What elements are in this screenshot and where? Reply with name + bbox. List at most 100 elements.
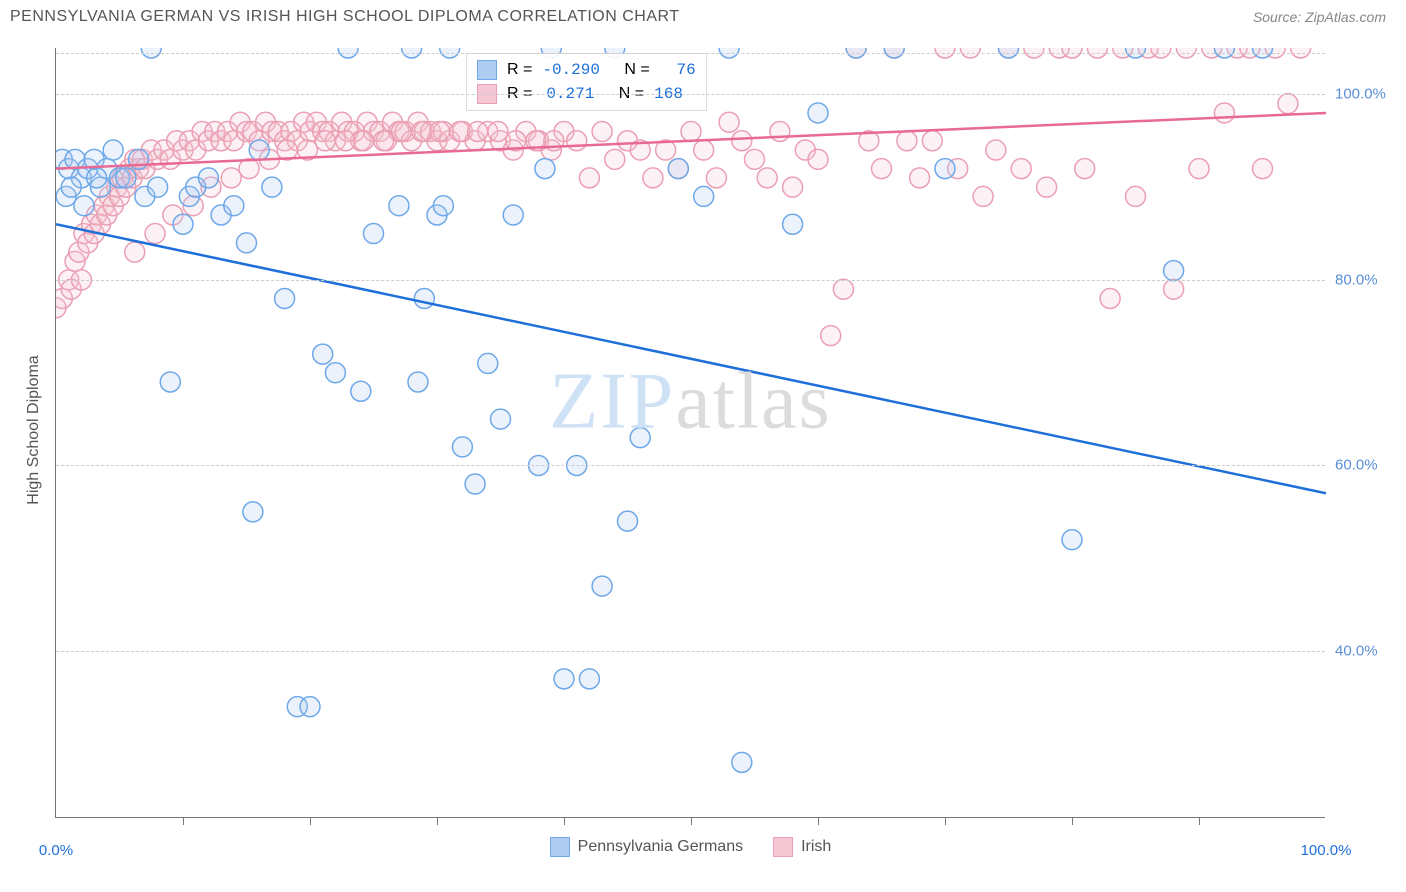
data-point: [74, 196, 94, 216]
data-point: [412, 121, 432, 141]
gridline: [56, 280, 1325, 281]
data-point: [1062, 530, 1082, 550]
data-point: [275, 288, 295, 308]
data-point: [452, 437, 472, 457]
data-point: [1011, 159, 1031, 179]
data-point: [249, 140, 269, 160]
data-point: [1075, 159, 1095, 179]
data-point: [433, 196, 453, 216]
scatter-svg: [56, 48, 1326, 818]
data-point: [833, 279, 853, 299]
data-point: [389, 196, 409, 216]
y-tick-label: 80.0%: [1335, 271, 1395, 288]
gridline: [56, 465, 1325, 466]
data-point: [872, 159, 892, 179]
data-point: [1253, 159, 1273, 179]
data-point: [103, 140, 123, 160]
data-point: [414, 288, 434, 308]
data-point: [618, 511, 638, 531]
data-point: [221, 168, 241, 188]
n-value-1: 76: [660, 61, 696, 79]
chart-title: PENNSYLVANIA GERMAN VS IRISH HIGH SCHOOL…: [10, 8, 680, 26]
x-tick: [1072, 817, 1073, 825]
gridline: [56, 94, 1325, 95]
data-point: [300, 697, 320, 717]
data-point: [567, 131, 587, 151]
x-tick: [437, 817, 438, 825]
plot-area: ZIPatlas R = -0.290 N = 76 R = 0.271 N =…: [55, 48, 1325, 818]
x-tick: [691, 817, 692, 825]
data-point: [465, 474, 485, 494]
data-point: [61, 177, 81, 197]
y-axis-label: High School Diploma: [25, 355, 43, 504]
data-point: [535, 159, 555, 179]
gridline: [56, 651, 1325, 652]
x-tick: [183, 817, 184, 825]
x-tick: [310, 817, 311, 825]
data-point: [145, 224, 165, 244]
data-point: [503, 205, 523, 225]
stats-swatch-1: [477, 60, 497, 80]
data-point: [353, 131, 373, 151]
data-point: [630, 428, 650, 448]
data-point: [488, 121, 508, 141]
x-tick-label-max: 100.0%: [1301, 842, 1352, 859]
data-point: [1164, 261, 1184, 281]
x-tick: [1199, 817, 1200, 825]
data-point: [694, 186, 714, 206]
data-point: [732, 131, 752, 151]
data-point: [681, 121, 701, 141]
data-point: [173, 214, 193, 234]
legend-label-2: Irish: [801, 838, 831, 856]
data-point: [808, 149, 828, 169]
legend-item-1: Pennsylvania Germans: [550, 837, 743, 857]
legend-swatch-2: [773, 837, 793, 857]
data-point: [468, 121, 488, 141]
data-point: [643, 168, 663, 188]
data-point: [478, 353, 498, 373]
data-point: [897, 131, 917, 151]
data-point: [605, 149, 625, 169]
data-point: [160, 372, 180, 392]
data-point: [364, 224, 384, 244]
data-point: [408, 372, 428, 392]
data-point: [315, 131, 335, 151]
data-point: [237, 233, 257, 253]
legend-label-1: Pennsylvania Germans: [578, 838, 743, 856]
data-point: [198, 168, 218, 188]
data-point: [1278, 94, 1298, 114]
gridline: [56, 53, 1325, 54]
legend: Pennsylvania Germans Irish: [56, 837, 1325, 857]
data-point: [592, 576, 612, 596]
data-point: [719, 112, 739, 132]
data-point: [579, 168, 599, 188]
data-point: [243, 502, 263, 522]
data-point: [783, 214, 803, 234]
stats-row-series1: R = -0.290 N = 76: [477, 58, 696, 82]
data-point: [313, 344, 333, 364]
data-point: [450, 121, 470, 141]
data-point: [668, 159, 688, 179]
data-point: [1126, 186, 1146, 206]
legend-swatch-1: [550, 837, 570, 857]
y-tick-label: 60.0%: [1335, 457, 1395, 474]
data-point: [1100, 288, 1120, 308]
data-point: [1214, 103, 1234, 123]
data-point: [325, 363, 345, 383]
data-point: [125, 242, 145, 262]
data-point: [336, 131, 356, 151]
data-point: [1164, 279, 1184, 299]
data-point: [986, 140, 1006, 160]
data-point: [374, 131, 394, 151]
y-tick-label: 100.0%: [1335, 86, 1395, 103]
data-point: [491, 409, 511, 429]
data-point: [770, 121, 790, 141]
data-point: [935, 159, 955, 179]
data-point: [745, 149, 765, 169]
legend-item-2: Irish: [773, 837, 831, 857]
data-point: [694, 140, 714, 160]
data-point: [732, 752, 752, 772]
source-attribution: Source: ZipAtlas.com: [1253, 9, 1386, 25]
data-point: [922, 131, 942, 151]
data-point: [910, 168, 930, 188]
